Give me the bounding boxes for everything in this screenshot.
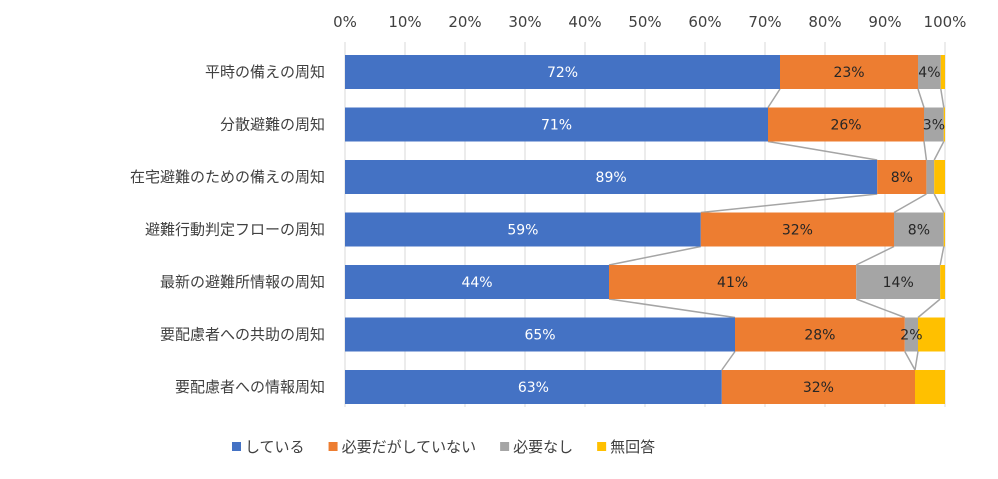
data-label: 65% — [524, 328, 555, 344]
bar-segment — [721, 370, 915, 404]
x-tick-label: 30% — [508, 13, 541, 31]
series-line — [917, 88, 925, 108]
data-label: 14% — [883, 275, 914, 291]
bars — [345, 55, 945, 404]
series-line — [940, 88, 945, 108]
bar-segment — [780, 55, 918, 89]
series-line — [767, 88, 781, 108]
x-tick-label: 90% — [868, 13, 901, 31]
series-line — [767, 140, 878, 161]
data-labels: 72% 23% 4% 71% 26% 3% 89% 8% 59% 32% 8% 44% 41% 14% 65… — [461, 65, 945, 396]
data-label: 3% — [923, 118, 945, 134]
series-line — [933, 193, 945, 213]
bar-segment — [345, 370, 722, 404]
series-line — [608, 245, 701, 266]
bar-segment — [940, 265, 945, 299]
data-label: 44% — [461, 275, 492, 291]
data-label: 71% — [541, 118, 572, 134]
bar-segment — [943, 212, 945, 247]
bar-segment — [345, 160, 878, 194]
data-label: 23% — [833, 65, 864, 81]
bar-segment — [856, 265, 941, 299]
x-tick-label: 60% — [688, 13, 721, 31]
category-label: 要配慮者への共助の周知 — [160, 326, 325, 344]
x-tick-label: 100% — [924, 13, 967, 31]
x-tick-label: 10% — [388, 13, 421, 31]
bar-segment — [345, 55, 780, 89]
bar-segment — [934, 160, 945, 194]
data-label: 32% — [803, 380, 834, 396]
bar-segment — [924, 107, 944, 142]
category-label: 在宅避難のための備えの周知 — [130, 168, 325, 186]
series-line — [917, 298, 941, 319]
bar-segment — [918, 55, 941, 89]
category-label: 要配慮者への情報周知 — [175, 378, 325, 396]
data-label: 8% — [891, 170, 913, 186]
data-label: 89% — [596, 170, 627, 186]
bar-segment — [877, 160, 927, 194]
bar-segment — [915, 370, 945, 404]
bar-segment — [345, 317, 735, 352]
bar-segment — [940, 55, 945, 89]
legend-swatch — [500, 442, 510, 451]
bar-segment — [609, 265, 857, 299]
legend-label: 無回答 — [610, 438, 655, 456]
category-label: 最新の避難所情報の周知 — [160, 273, 325, 291]
bar-segment — [345, 212, 701, 247]
bar-segment — [345, 107, 768, 142]
data-label: 59% — [507, 223, 538, 239]
series-line — [914, 351, 919, 371]
x-tick-label: 40% — [568, 13, 601, 31]
x-tick-label: 70% — [748, 13, 781, 31]
bar-segment — [918, 317, 945, 352]
category-label: 分散避難の周知 — [220, 116, 325, 134]
data-label: 28% — [804, 328, 835, 344]
series-line — [923, 141, 928, 161]
bar-segment — [926, 160, 935, 194]
series-line — [939, 246, 945, 266]
legend-label: 必要なし — [513, 438, 573, 456]
legend: している 必要だがしていない 必要なし 無回答 — [232, 438, 655, 456]
legend-swatch — [232, 442, 241, 451]
data-label: 41% — [717, 275, 748, 291]
data-label: 32% — [782, 223, 813, 239]
data-label: 72% — [547, 65, 578, 81]
bar-segment — [700, 212, 894, 247]
category-label: 平時の備えの周知 — [205, 63, 325, 81]
bar-segment — [345, 265, 609, 299]
legend-swatch — [328, 442, 338, 451]
x-tick-label: 20% — [448, 13, 481, 31]
series-line — [904, 351, 916, 371]
x-tick-label: 50% — [628, 13, 661, 31]
bar-segment — [735, 317, 905, 352]
bar-segment — [768, 107, 924, 142]
series-connector-lines — [608, 88, 945, 371]
category-labels: 平時の備えの周知分散避難の周知在宅避難のための備えの周知避難行動判定フローの周知… — [130, 63, 325, 396]
series-line — [608, 298, 736, 319]
data-label: 4% — [918, 65, 940, 81]
bar-segment — [943, 107, 945, 142]
data-label: 63% — [518, 380, 549, 396]
bar-segment — [904, 317, 918, 352]
data-label: 8% — [908, 223, 930, 239]
x-tick-label: 0% — [333, 13, 357, 31]
series-line — [855, 245, 895, 266]
series-line — [893, 193, 927, 214]
series-line — [721, 351, 736, 371]
data-label: 2% — [900, 328, 922, 344]
legend-label: 必要だがしていない — [342, 438, 477, 456]
bar-segment — [894, 212, 944, 247]
data-label: 26% — [830, 118, 861, 134]
series-line — [855, 298, 906, 319]
legend-label: している — [245, 438, 305, 456]
x-axis-ticks: 0% 10% 20% 30% 40% 50% 60% 70% 80% 90% 100% — [333, 13, 966, 31]
series-line — [700, 193, 878, 214]
series-line — [933, 141, 945, 161]
x-tick-label: 80% — [808, 13, 841, 31]
legend-swatch — [597, 442, 607, 451]
category-label: 避難行動判定フローの周知 — [145, 221, 325, 239]
